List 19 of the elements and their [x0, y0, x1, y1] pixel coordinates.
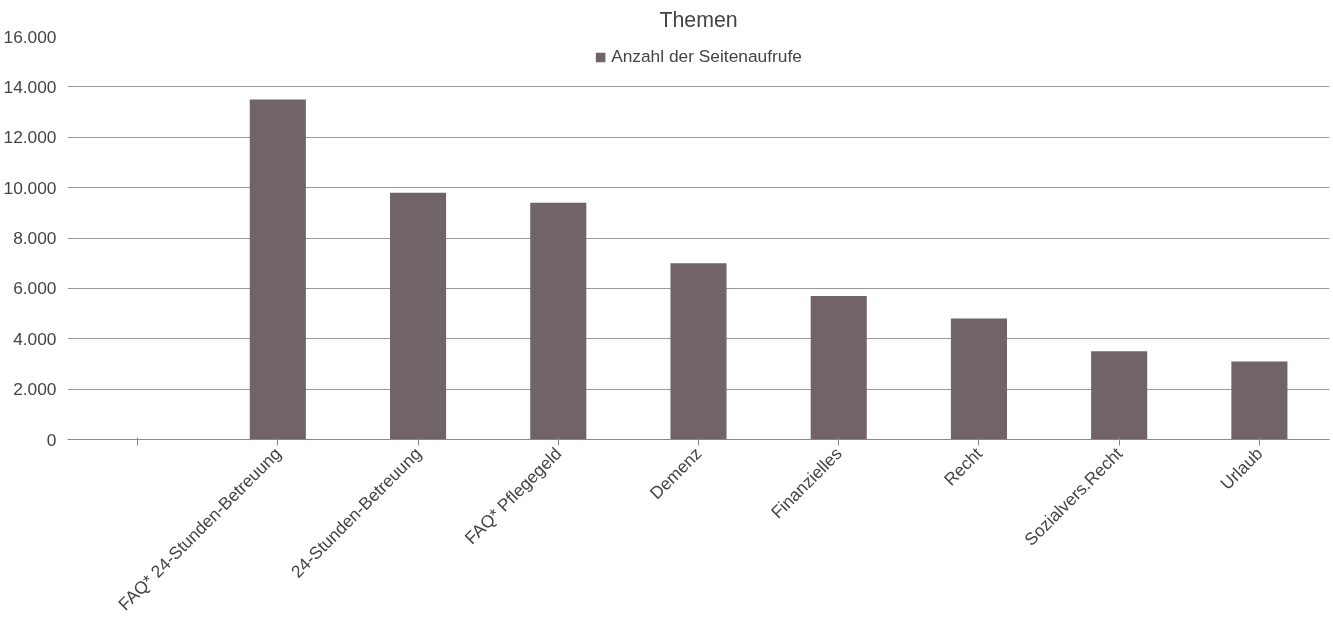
bar: [530, 202, 587, 440]
y-tick-label: 0: [46, 429, 57, 450]
y-tick-label: 10.000: [3, 177, 57, 198]
bar: [249, 99, 306, 440]
bar: [390, 192, 447, 440]
legend-label: Anzahl der Seitenaufrufe: [611, 46, 802, 67]
chart-title: Themen: [659, 7, 738, 32]
bar: [670, 263, 727, 440]
bar: [950, 318, 1007, 440]
bar: [1091, 351, 1148, 440]
y-tick-label: 2.000: [13, 379, 57, 400]
y-tick-label: 14.000: [3, 76, 57, 97]
y-tick-label: 8.000: [13, 228, 57, 248]
bar: [810, 295, 867, 440]
y-tick-label: 16.000: [3, 26, 57, 47]
y-tick-label: 4.000: [13, 328, 57, 349]
bar: [1231, 361, 1288, 440]
y-tick-label: 6.000: [13, 278, 57, 299]
y-tick-label: 12.000: [3, 127, 57, 148]
